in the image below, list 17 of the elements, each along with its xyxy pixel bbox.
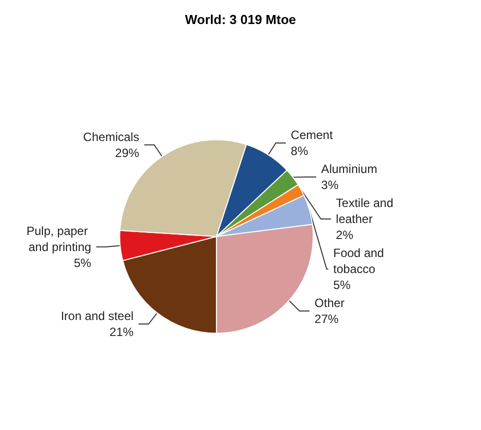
slice-label: Chemicals bbox=[83, 130, 140, 144]
data-label: 2% bbox=[336, 228, 354, 242]
slice-label: Iron and steel bbox=[60, 309, 134, 324]
data-label: 27% bbox=[314, 312, 339, 326]
chart-title: World: 3 019 Mtoe bbox=[184, 12, 296, 27]
data-label: 29% bbox=[115, 146, 140, 160]
data-label: 5% bbox=[74, 256, 92, 270]
slice-label: Aluminium bbox=[321, 162, 378, 176]
data-label: 5% bbox=[333, 278, 351, 292]
data-label: 8% bbox=[290, 144, 308, 158]
slice-label: Textile and leather bbox=[336, 196, 397, 226]
slice-label: Other bbox=[314, 296, 345, 310]
data-label: 3% bbox=[321, 178, 339, 192]
slice-label: Pulp, paper and printing bbox=[26, 224, 92, 254]
slice-label: Cement bbox=[290, 128, 334, 142]
slice-label: Food and tobacco bbox=[333, 246, 388, 276]
data-label: 21% bbox=[110, 325, 134, 340]
